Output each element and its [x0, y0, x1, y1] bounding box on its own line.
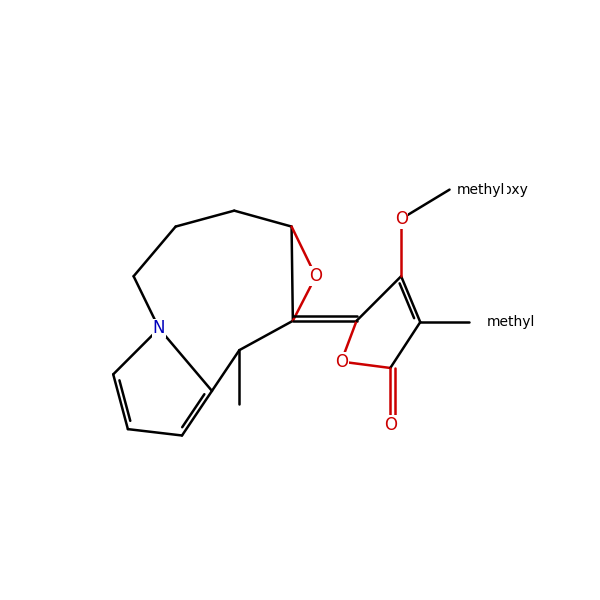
Text: O: O [309, 267, 322, 285]
Text: O: O [384, 416, 397, 434]
Text: O: O [335, 353, 348, 371]
Text: O: O [395, 210, 407, 228]
Text: methoxy: methoxy [467, 182, 528, 197]
Text: methyl: methyl [457, 182, 506, 197]
Text: N: N [153, 319, 166, 337]
Text: methyl: methyl [487, 315, 535, 329]
